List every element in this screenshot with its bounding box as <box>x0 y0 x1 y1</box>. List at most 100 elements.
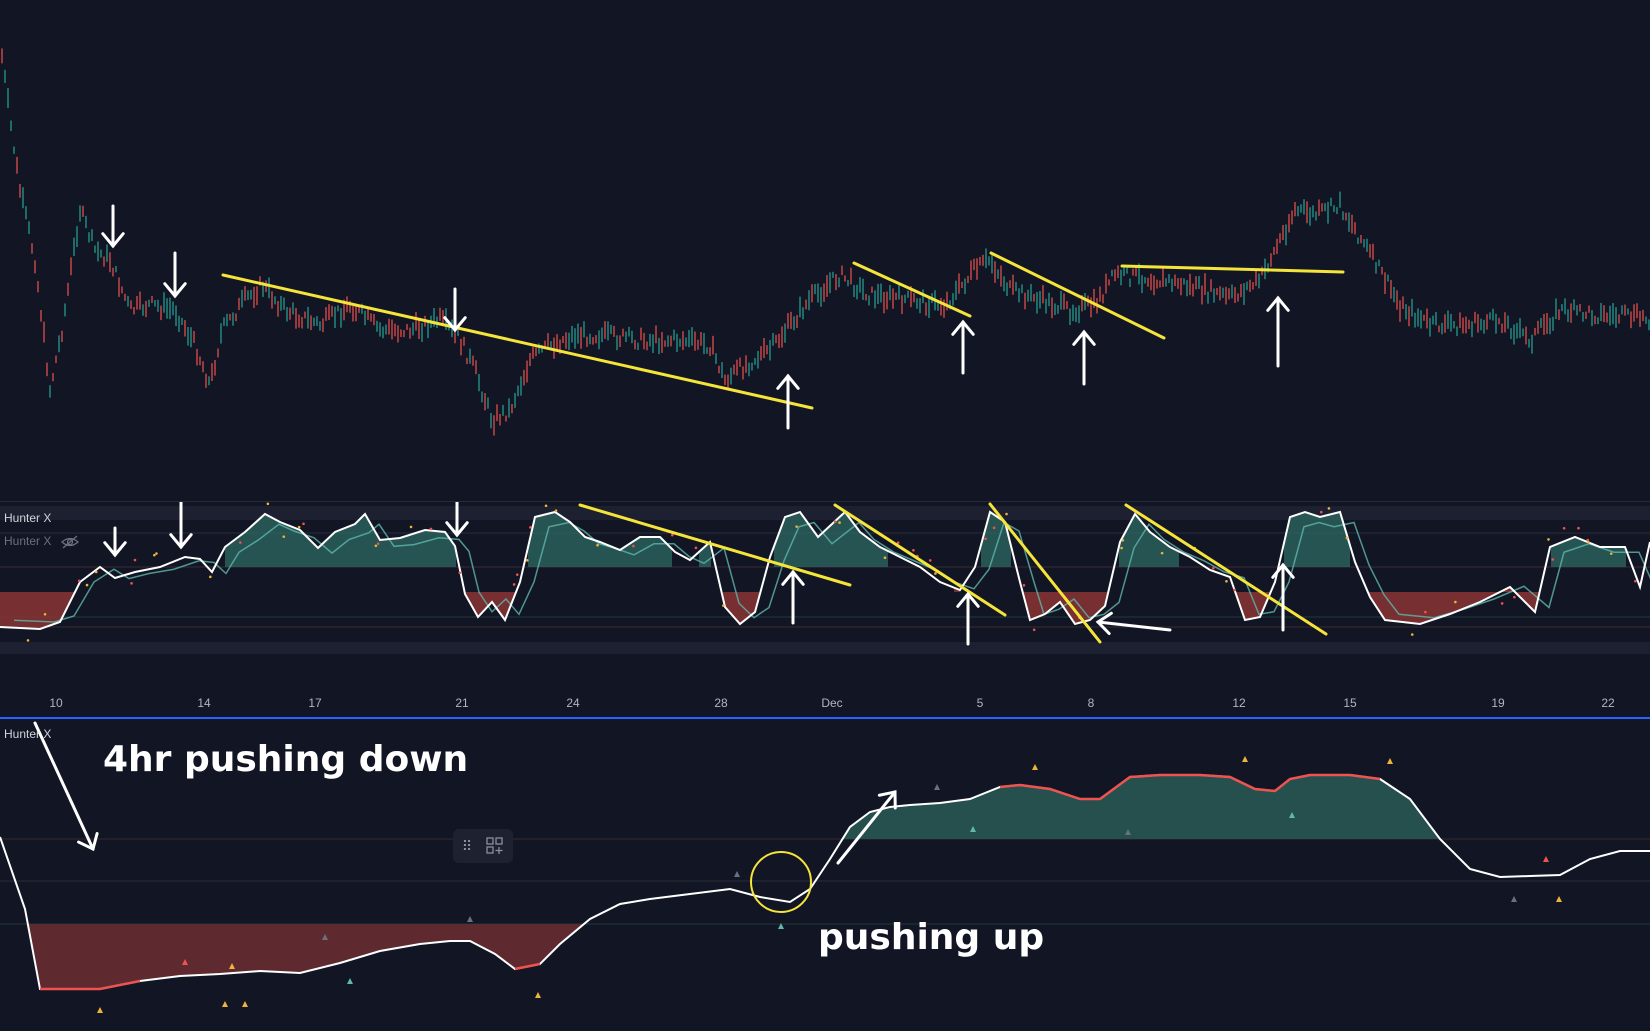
osc-lower-band <box>0 642 1650 654</box>
osc-signal-dot <box>297 525 301 529</box>
osc-signal-dot <box>1513 595 1516 599</box>
hx-signal-marker <box>242 1001 248 1007</box>
osc-signal-dot <box>515 573 519 576</box>
up-arrow-4 <box>1266 295 1290 368</box>
osc-down-arrow-3 <box>445 502 469 538</box>
osc-signal-dot <box>282 535 286 538</box>
hx-signal-marker <box>1556 896 1562 902</box>
osc-signal-dot <box>838 521 841 524</box>
osc-signal-dot <box>376 542 380 545</box>
osc-signal-dot <box>77 579 81 583</box>
osc-signal-dot <box>153 553 156 557</box>
hx-signal-marker <box>778 923 784 929</box>
pushing-up-arrow <box>836 790 897 865</box>
osc-trendline-3 <box>988 502 1102 644</box>
drag-handle-icon[interactable]: ⠿ <box>461 837 473 854</box>
oscillator-pane-title: Hunter X <box>4 511 52 525</box>
osc-trendline-4 <box>1124 503 1328 636</box>
hx-signal-marker <box>734 871 740 877</box>
hunter-x-oscillator-chart[interactable] <box>0 502 1650 692</box>
bottom-pane-title: Hunter X <box>4 727 52 741</box>
osc-signal-dot <box>1320 510 1323 514</box>
osc-signal-dot <box>43 612 47 616</box>
trendline-4 <box>1120 264 1345 274</box>
time-axis-tick: 10 <box>49 696 63 710</box>
up-arrow-2 <box>951 319 975 375</box>
hx-signal-marker <box>97 1007 103 1013</box>
time-axis-tick: 14 <box>197 696 211 710</box>
osc-signal-dot <box>1586 538 1590 542</box>
osc-signal-dot <box>512 583 516 586</box>
hx-extreme-line-0 <box>40 979 141 991</box>
eye-off-icon[interactable] <box>60 535 79 549</box>
osc-trendline-1 <box>578 503 852 587</box>
osc-up-arrow-2 <box>956 591 980 646</box>
time-axis-tick: 17 <box>308 696 322 710</box>
time-axis-tick: 24 <box>566 696 580 710</box>
hx-signal-marker <box>970 826 976 832</box>
trendline-3 <box>989 251 1166 340</box>
hx-signal-marker <box>1387 758 1393 764</box>
hx-signal-marker <box>535 992 541 998</box>
osc-signal-dot <box>596 543 599 547</box>
hx-extreme-line-2 <box>999 773 1381 801</box>
price-chart-pane[interactable] <box>0 0 1650 500</box>
pane-toolbar[interactable]: ⠿ <box>453 829 513 863</box>
trendline-2 <box>852 261 972 318</box>
osc-signal-dot <box>1577 526 1580 530</box>
osc-signal-dot <box>266 502 270 506</box>
osc-upper-band <box>0 506 1650 520</box>
osc-up-arrow-3 <box>1271 562 1295 632</box>
osc-signal-dot <box>94 570 98 574</box>
time-axis-tick: 22 <box>1601 696 1615 710</box>
osc-signal-dot <box>544 504 548 508</box>
time-axis-tick: Dec <box>821 696 843 710</box>
osc-signal-dot <box>1121 538 1125 542</box>
osc-signal-dot <box>1634 579 1637 583</box>
time-axis-tick: 21 <box>455 696 469 710</box>
hx-signal-marker <box>1511 896 1517 902</box>
osc-signal-dot <box>374 544 378 548</box>
add-layout-icon[interactable] <box>486 837 504 855</box>
osc-signal-dot <box>1225 579 1228 583</box>
hunter-x-4hr-chart[interactable] <box>0 719 1650 1031</box>
osc-signal-dot <box>984 537 987 541</box>
osc-signal-dot <box>302 522 305 526</box>
osc-signal-dot <box>1454 600 1457 604</box>
osc-signal-dot <box>26 639 30 642</box>
osc-signal-dot <box>1587 541 1590 544</box>
hx-signal-marker <box>1289 812 1295 818</box>
osc-signal-dot <box>1022 583 1026 587</box>
hunter-x-4hr-pane[interactable]: Hunter X 4hr pushing down pushing up ⠿ <box>0 717 1650 1031</box>
osc-signal-dot <box>409 525 413 529</box>
down-arrow-2 <box>163 251 187 299</box>
osc-signal-dot <box>155 552 158 555</box>
osc-signal-dot <box>928 559 932 562</box>
osc-signal-dot <box>85 583 89 587</box>
hx-signal-marker <box>347 978 353 984</box>
osc-signal-dot <box>694 546 698 550</box>
hx-signal-marker <box>1125 829 1131 835</box>
time-axis-tick: 8 <box>1087 696 1095 710</box>
hx-extreme-line-1 <box>514 962 541 971</box>
osc-signal-dot <box>1032 628 1036 632</box>
osc-signal-dot <box>554 509 558 513</box>
osc-signal-dot <box>526 559 529 562</box>
osc-signal-dot <box>1120 546 1123 550</box>
osc-signal-dot <box>133 558 137 562</box>
down-arrow-1 <box>101 204 125 249</box>
time-axis-tick: 15 <box>1343 696 1357 710</box>
hx-signal-marker <box>322 934 328 940</box>
osc-signal-dot <box>671 533 674 537</box>
hx-signal-marker <box>229 963 235 969</box>
osc-up-arrow-1 <box>781 569 805 625</box>
oscillator-secondary-label: Hunter X <box>4 534 52 548</box>
time-axis[interactable]: 10 14 17 21 24 28 Dec 5 8 12 15 19 22 <box>0 691 1650 715</box>
osc-signal-dot <box>795 525 798 528</box>
osc-signal-dot <box>1410 633 1414 636</box>
hx-bear-fill <box>28 924 582 989</box>
hx-signal-marker <box>182 959 188 965</box>
price-chart[interactable] <box>0 0 1650 500</box>
oscillator-pane[interactable]: Hunter X Hunter X <box>0 501 1650 692</box>
oscillator-secondary-title[interactable]: Hunter X <box>4 534 79 549</box>
